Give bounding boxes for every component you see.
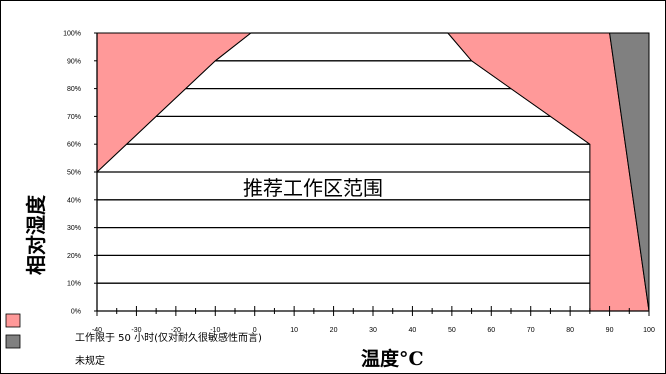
legend-swatch-unspecified: [5, 334, 21, 349]
y-tick-label: 40%: [67, 197, 81, 204]
x-tick-label: 60: [487, 327, 495, 334]
x-tick-label: 50: [448, 327, 456, 334]
legend-label-limit: 工作限于 50 小时(仅对耐久很敏感性而言): [75, 331, 262, 344]
x-tick-label: 10: [290, 327, 298, 334]
y-tick-label: 80%: [67, 86, 81, 93]
y-tick-label: 70%: [67, 114, 81, 121]
x-tick-label: 40: [409, 327, 417, 334]
y-tick-label: 20%: [67, 253, 81, 260]
x-tick-label: -40: [92, 327, 102, 334]
x-tick-label: 100: [643, 327, 655, 334]
legend-label-unspecified: 未规定: [75, 354, 105, 367]
y-tick-label: 100%: [63, 31, 81, 38]
x-tick-label: 0: [253, 327, 257, 334]
x-tick-label: 20: [330, 327, 338, 334]
y-tick-label: 90%: [67, 58, 81, 65]
x-tick-label: 90: [606, 327, 614, 334]
region-unspecified: [609, 32, 650, 312]
x-axis-title: 温度°C: [361, 347, 424, 370]
y-tick-label: 10%: [67, 281, 81, 288]
y-axis-title: 相对湿度: [24, 194, 48, 275]
x-tick-label: 30: [369, 327, 377, 334]
x-tick-label: -10: [210, 327, 220, 334]
x-tick-label: 80: [566, 327, 574, 334]
x-tick-label: 70: [527, 327, 535, 334]
y-tick-label: 60%: [67, 142, 81, 149]
x-tick-label: -20: [171, 327, 181, 334]
y-tick-label: 30%: [67, 225, 81, 232]
x-tick-label: -30: [131, 327, 141, 334]
y-tick-label: 50%: [67, 170, 81, 177]
recommended-range-label: 推荐工作区范围: [243, 177, 383, 200]
legend: 工作限于 50 小时(仅对耐久很敏感性而言) 未规定: [5, 313, 262, 367]
y-tick-label: 0%: [71, 309, 81, 316]
legend-swatch-limit: [5, 313, 21, 328]
